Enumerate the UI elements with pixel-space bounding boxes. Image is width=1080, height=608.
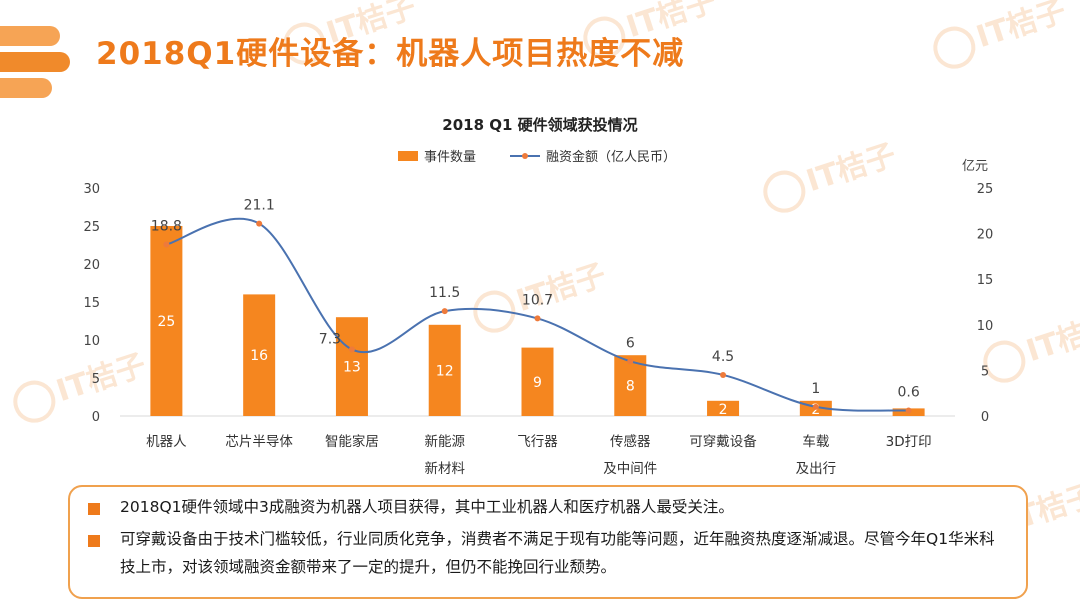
legend-bar-label: 事件数量 <box>424 150 476 165</box>
line-value-label: 0.6 <box>897 385 919 401</box>
note-text: 可穿戴设备由于技术门槛较低，行业同质化竞争，消费者不满足于现有功能等问题，近年融… <box>120 530 995 576</box>
y-right-tick-label: 20 <box>977 228 994 243</box>
y-right-tick-label: 5 <box>981 364 989 379</box>
x-tick-label: 可穿戴设备 <box>689 433 757 450</box>
line-point <box>534 315 541 322</box>
bar <box>614 355 647 416</box>
x-tick-label: 机器人 <box>146 434 187 450</box>
x-tick-label: 芯片半导体 <box>225 434 293 450</box>
line-value-label: 6 <box>626 335 635 351</box>
y-left-tick-label: 10 <box>83 334 100 349</box>
line-point <box>256 220 263 227</box>
note-text: 2018Q1硬件领域中3成融资为机器人项目获得，其中工业机器人和医疗机器人最受关… <box>120 498 734 516</box>
bullet-icon <box>88 503 100 515</box>
y-right-unit: 亿元 <box>962 159 988 174</box>
bar-value-label: 9 <box>533 375 542 391</box>
decor-stripe <box>0 78 52 98</box>
notes-box: 2018Q1硬件领域中3成融资为机器人项目获得，其中工业机器人和医疗机器人最受关… <box>68 485 1028 599</box>
bar-value-label: 12 <box>436 363 454 379</box>
bar <box>428 324 461 416</box>
bar <box>150 226 183 416</box>
line-point <box>163 241 170 248</box>
line-value-label: 21.1 <box>244 198 275 214</box>
bar-value-label: 2 <box>719 402 728 418</box>
chart-title: 2018 Q1 硬件领域获投情况 <box>442 116 637 134</box>
x-tick-label: 智能家居 <box>325 433 379 450</box>
line-value-label: 11.5 <box>429 285 460 301</box>
y-left-tick-label: 30 <box>83 182 100 197</box>
bar-value-label: 2 <box>811 402 820 418</box>
line-value-label: 4.5 <box>712 349 734 365</box>
y-right-tick-label: 25 <box>977 182 994 197</box>
y-left-tick-label: 15 <box>83 296 100 311</box>
bar <box>707 400 740 416</box>
legend-line-label: 融资金额（亿人民币） <box>546 149 676 165</box>
line-point <box>720 371 727 378</box>
y-right-tick-label: 10 <box>977 319 994 334</box>
bar-value-label: 13 <box>343 360 361 376</box>
line-point <box>441 308 448 315</box>
series-line <box>166 217 909 412</box>
bar-value-label: 16 <box>250 348 268 364</box>
page-title: 2018Q1硬件设备：机器人项目热度不减 <box>96 36 685 72</box>
line-point <box>348 346 355 353</box>
y-left-tick-label: 5 <box>92 372 100 387</box>
y-right-tick-label: 0 <box>981 410 989 425</box>
line-value-label: 18.8 <box>151 219 182 235</box>
line-point <box>627 358 634 365</box>
line-point <box>905 407 912 414</box>
bar <box>243 294 276 416</box>
bar <box>335 317 368 416</box>
y-right-tick-label: 15 <box>977 273 994 288</box>
x-tick-label: 3D打印 <box>886 433 932 450</box>
x-tick-label: 新能源新材料 <box>424 434 465 477</box>
bar <box>521 347 554 416</box>
x-tick-label: 传感器及中间件 <box>603 433 657 477</box>
bar-value-label: 8 <box>626 379 635 395</box>
decor-stripe <box>0 26 60 46</box>
y-left-tick-label: 20 <box>83 258 100 273</box>
bar-value-label: 25 <box>157 314 175 330</box>
bullet-icon <box>88 535 100 547</box>
x-tick-label: 飞行器 <box>517 434 558 450</box>
decor-stripe <box>0 52 70 72</box>
line-value-label: 10.7 <box>522 292 553 308</box>
line-value-label: 7.3 <box>319 331 341 347</box>
legend-line-marker <box>522 153 528 159</box>
y-left-tick-label: 25 <box>83 220 100 235</box>
legend-bar-swatch <box>398 151 418 161</box>
line-point <box>812 403 819 410</box>
y-left-tick-label: 0 <box>92 410 100 425</box>
line-value-label: 1 <box>811 381 820 397</box>
x-tick-label: 车载及出行 <box>796 433 837 477</box>
